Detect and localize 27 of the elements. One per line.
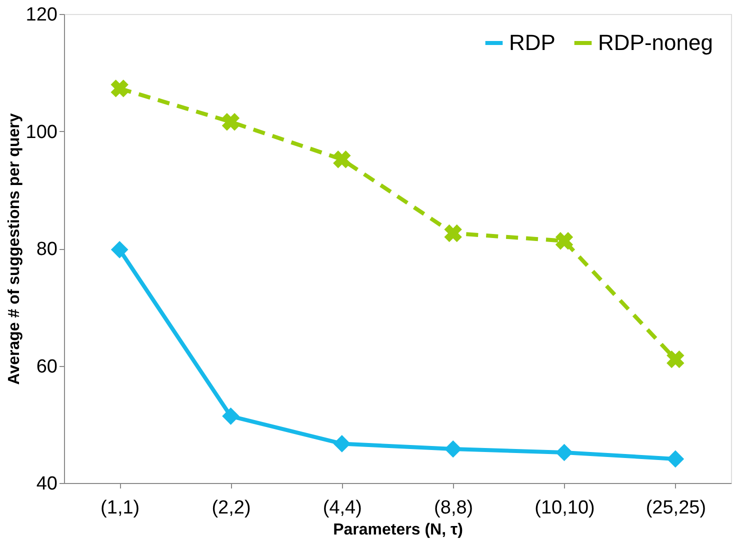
x-tick-label: (1,1) xyxy=(100,498,140,518)
x-tick-label: (10,10) xyxy=(534,498,595,518)
point xyxy=(110,80,128,98)
point xyxy=(333,435,351,452)
point xyxy=(222,113,240,131)
point xyxy=(222,408,240,425)
y-axis-title: Average # of suggestions per query xyxy=(6,113,23,385)
y-tick-label: 120 xyxy=(26,4,58,26)
y-tick-label: 60 xyxy=(36,356,58,378)
y-tick-label: 80 xyxy=(36,239,58,260)
point xyxy=(555,232,574,250)
point xyxy=(556,444,573,462)
x-tick-label: (8,8) xyxy=(434,498,474,518)
legend-label: RDP xyxy=(509,30,556,55)
point xyxy=(110,241,128,258)
point xyxy=(333,150,351,168)
x-axis-title: Parameters (N, τ) xyxy=(333,522,463,538)
y-tick-label: 100 xyxy=(26,122,58,143)
point xyxy=(666,350,684,368)
point xyxy=(444,440,462,458)
point xyxy=(444,224,462,242)
x-tick-label: (25,25) xyxy=(646,498,706,518)
y-tick-label: 40 xyxy=(36,474,58,494)
x-tick-label: (2,2) xyxy=(212,498,251,518)
x-tick-label: (4,4) xyxy=(322,498,362,518)
legend-label: RDP-noneg xyxy=(598,30,713,55)
point xyxy=(666,450,684,468)
